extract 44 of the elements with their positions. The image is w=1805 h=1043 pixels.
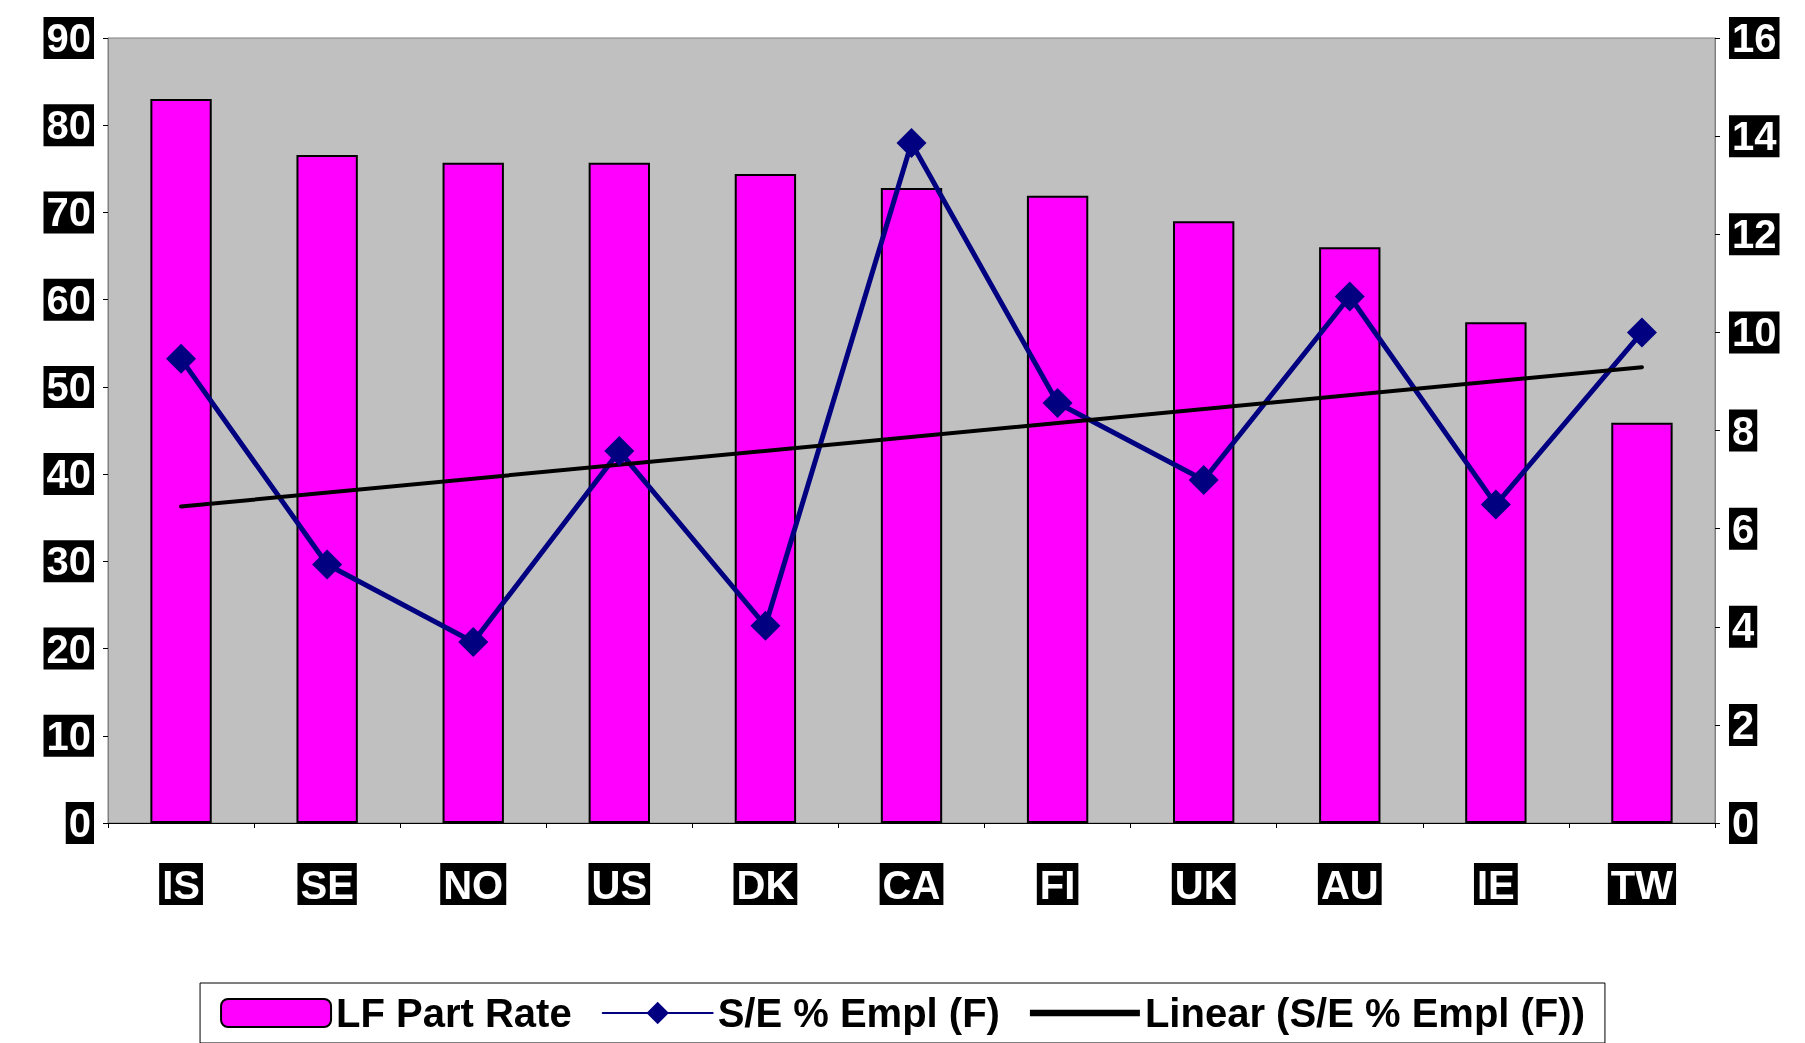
y2-tick-label: 0 — [1732, 801, 1755, 845]
y2-tick-label: 2 — [1732, 702, 1755, 747]
point — [1334, 281, 1365, 312]
point — [1042, 388, 1073, 419]
y2-tick-label: 16 — [1732, 16, 1777, 60]
x-tick-label: TW — [1610, 863, 1674, 907]
point — [1480, 489, 1511, 520]
legend-label: Linear (S/E % Empl (F)) — [1144, 991, 1585, 1035]
y-tick-label: 80 — [46, 103, 91, 148]
y-tick-label: 40 — [46, 452, 91, 497]
legend-label: LF Part Rate — [336, 991, 572, 1035]
x-tick-label: UK — [1174, 863, 1233, 907]
y-tick-label: 70 — [46, 190, 91, 235]
y2-tick-label: 12 — [1732, 212, 1777, 257]
point — [896, 127, 927, 158]
y-tick-label: 0 — [68, 801, 91, 845]
point — [312, 549, 343, 580]
point — [458, 626, 489, 657]
x-tick-label: AU — [1320, 863, 1379, 907]
x-tick-label: SE — [300, 863, 354, 907]
y2-tick-label: 10 — [1732, 310, 1777, 355]
legend-label: S/E % Empl (F) — [717, 991, 1000, 1035]
y-tick-label: 60 — [46, 277, 91, 322]
x-tick-label: CA — [882, 863, 941, 907]
x-tick-label: NO — [443, 863, 504, 907]
point — [1188, 465, 1219, 496]
y2-tick-label: 8 — [1732, 408, 1755, 453]
point — [604, 436, 635, 467]
x-tick-label: FI — [1039, 863, 1076, 907]
x-tick-label: IS — [162, 863, 200, 907]
point — [1626, 317, 1657, 348]
x-tick-label: DK — [736, 863, 795, 907]
y-tick-label: 50 — [46, 364, 91, 409]
x-tick-label: US — [591, 863, 648, 907]
x-tick-label: IE — [1476, 863, 1515, 907]
point — [166, 343, 197, 374]
y-tick-label: 10 — [46, 713, 91, 758]
point — [750, 610, 781, 641]
y2-tick-label: 6 — [1732, 506, 1755, 551]
y2-tick-label: 14 — [1732, 114, 1778, 159]
y-tick-label: 30 — [46, 539, 91, 584]
y-tick-label: 90 — [46, 16, 91, 60]
y-tick-label: 20 — [46, 626, 91, 671]
y2-tick-label: 4 — [1732, 604, 1755, 649]
